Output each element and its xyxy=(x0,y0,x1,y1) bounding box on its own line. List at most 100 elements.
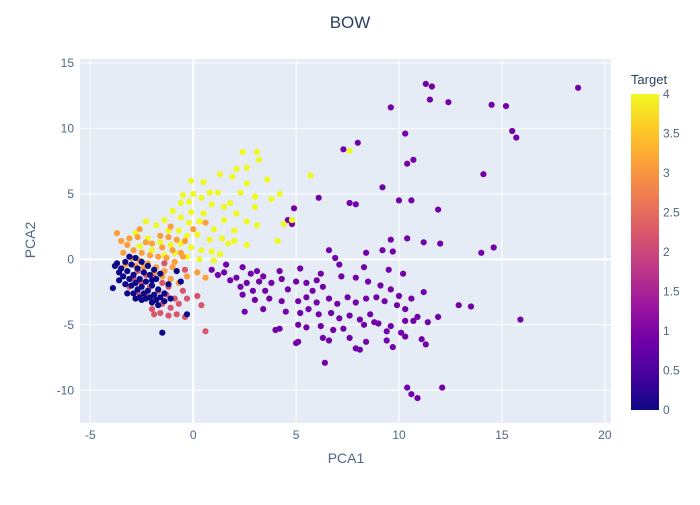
colorbar-tick-label: 3 xyxy=(663,166,670,180)
data-point xyxy=(319,334,326,341)
data-point xyxy=(208,266,215,273)
data-point xyxy=(188,244,195,251)
data-point xyxy=(118,237,125,245)
data-point xyxy=(167,223,174,230)
data-point xyxy=(402,306,409,313)
data-point xyxy=(183,311,191,318)
colorbar-tick-label: 0.5 xyxy=(663,364,680,378)
data-point xyxy=(188,177,195,184)
y-tick-label: -5 xyxy=(63,318,74,332)
data-point xyxy=(159,244,166,251)
data-point xyxy=(144,287,151,294)
data-point xyxy=(148,277,156,284)
data-point xyxy=(278,275,285,283)
data-point xyxy=(200,179,207,186)
data-point xyxy=(352,274,359,281)
y-tick-label: -10 xyxy=(57,383,75,397)
data-point xyxy=(130,247,137,254)
data-point xyxy=(177,214,184,221)
data-point xyxy=(356,346,363,353)
data-point xyxy=(488,101,495,108)
data-point xyxy=(338,273,345,280)
data-point xyxy=(169,247,176,254)
data-point xyxy=(134,234,141,241)
data-point xyxy=(210,226,217,233)
data-point xyxy=(243,180,250,187)
data-point xyxy=(356,316,363,323)
data-point xyxy=(260,273,267,280)
data-point xyxy=(346,334,353,341)
data-point xyxy=(130,271,137,279)
colorbar-tick-label: 1.5 xyxy=(663,285,680,299)
data-point xyxy=(144,262,151,269)
data-point xyxy=(276,268,283,275)
data-point xyxy=(173,311,180,318)
data-point xyxy=(400,270,407,277)
colorbar-tick-label: 4 xyxy=(663,87,670,101)
data-point xyxy=(422,80,429,87)
colorbar-tick-label: 2.5 xyxy=(663,206,680,220)
data-point xyxy=(344,294,351,301)
data-point xyxy=(502,103,510,110)
data-point xyxy=(395,197,403,204)
data-point xyxy=(227,277,234,284)
data-point xyxy=(216,251,224,258)
data-point xyxy=(404,160,411,167)
data-point xyxy=(313,299,320,306)
data-point xyxy=(402,317,409,324)
data-point xyxy=(165,281,172,288)
data-point xyxy=(383,328,390,335)
plot-area xyxy=(80,59,611,423)
data-point xyxy=(367,311,374,318)
data-point xyxy=(266,295,273,302)
data-point xyxy=(138,249,145,256)
data-point xyxy=(513,134,520,141)
data-point xyxy=(179,253,186,260)
data-point xyxy=(256,156,263,163)
data-point xyxy=(272,326,279,334)
data-point xyxy=(264,176,271,183)
y-tick-label: 0 xyxy=(67,252,74,266)
data-point xyxy=(208,201,215,208)
data-point xyxy=(122,281,129,288)
data-point xyxy=(363,338,370,345)
data-point xyxy=(332,254,339,262)
data-point xyxy=(424,319,431,326)
colorbar-tick-label: 3.5 xyxy=(663,127,680,141)
data-point xyxy=(194,292,201,300)
data-point xyxy=(387,104,394,111)
data-point xyxy=(346,312,353,319)
data-point xyxy=(206,236,213,243)
data-point xyxy=(334,300,341,307)
data-point xyxy=(352,299,359,306)
data-point xyxy=(480,171,487,178)
data-point xyxy=(142,239,149,246)
data-point xyxy=(136,275,143,283)
x-tick-label: 15 xyxy=(495,428,509,442)
data-point xyxy=(225,240,232,247)
data-point xyxy=(165,312,172,319)
data-point xyxy=(295,298,302,305)
data-point xyxy=(371,319,378,326)
data-point xyxy=(151,266,158,273)
data-point xyxy=(210,257,217,264)
data-point xyxy=(398,329,405,336)
data-point xyxy=(159,279,166,286)
x-tick-label: -5 xyxy=(85,428,96,442)
colorbar-tick-label: 2 xyxy=(663,245,670,259)
data-point xyxy=(161,290,168,297)
data-point xyxy=(167,275,174,283)
data-point xyxy=(309,287,316,294)
data-point xyxy=(233,274,240,281)
data-point xyxy=(177,199,184,207)
colorbar-ticks: 0 0.5 1 1.5 2 2.5 3 3.5 4 xyxy=(663,87,680,417)
data-point xyxy=(148,247,156,254)
data-point xyxy=(181,266,189,273)
data-point xyxy=(148,282,156,289)
data-point xyxy=(340,325,347,332)
data-point xyxy=(428,83,435,90)
data-point xyxy=(360,321,368,328)
data-point xyxy=(402,130,409,137)
data-point xyxy=(373,294,380,301)
